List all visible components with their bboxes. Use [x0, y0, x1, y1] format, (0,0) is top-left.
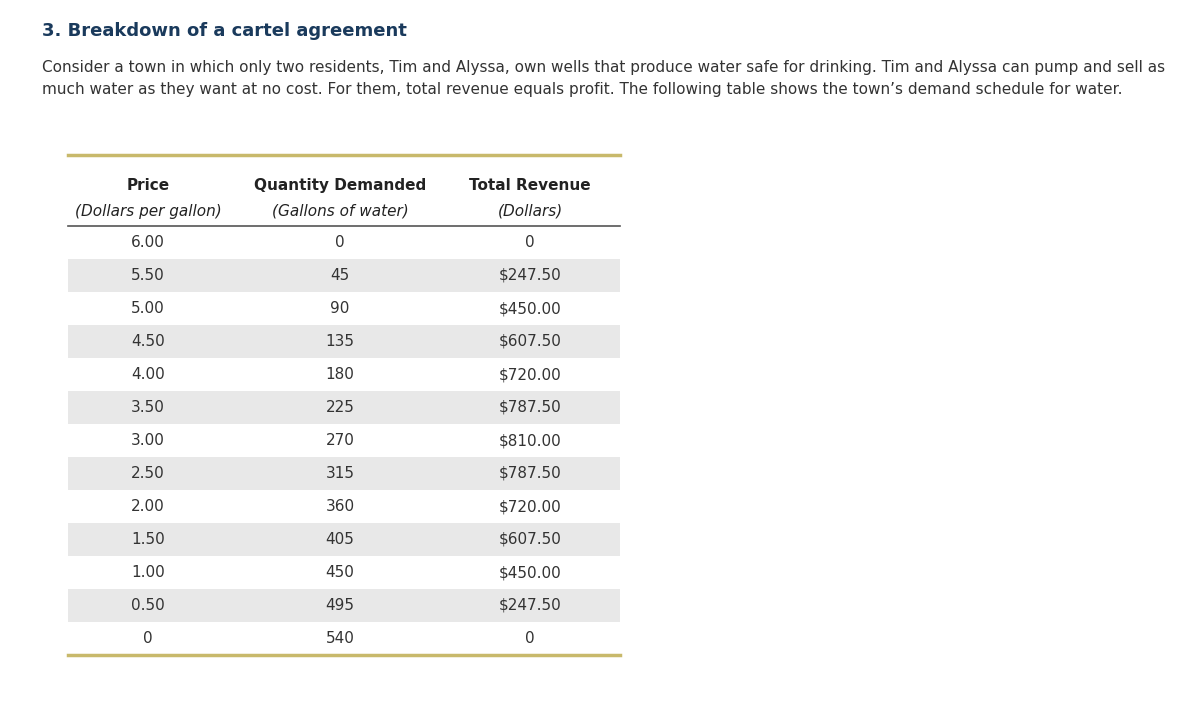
Bar [68, 358, 620, 391]
Text: $810.00: $810.00 [499, 433, 562, 448]
Bar [68, 424, 620, 457]
Text: 4.00: 4.00 [131, 367, 164, 382]
Text: 0: 0 [143, 631, 152, 646]
Bar [68, 556, 620, 589]
Text: 3.00: 3.00 [131, 433, 164, 448]
Bar [68, 622, 620, 655]
Text: 5.00: 5.00 [131, 301, 164, 316]
Bar [68, 391, 620, 424]
Text: Quantity Demanded: Quantity Demanded [254, 178, 426, 193]
Bar [68, 292, 620, 325]
Text: 225: 225 [325, 400, 354, 415]
Bar [68, 523, 620, 556]
Bar [68, 490, 620, 523]
Text: 450: 450 [325, 565, 354, 580]
Text: 3. Breakdown of a cartel agreement: 3. Breakdown of a cartel agreement [42, 22, 407, 40]
Text: much water as they want at no cost. For them, total revenue equals profit. The f: much water as they want at no cost. For … [42, 82, 1122, 97]
Text: $720.00: $720.00 [499, 499, 562, 514]
Text: 1.50: 1.50 [131, 532, 164, 547]
Text: 2.50: 2.50 [131, 466, 164, 481]
Text: $787.50: $787.50 [499, 466, 562, 481]
Text: $607.50: $607.50 [498, 532, 562, 547]
Text: 135: 135 [325, 334, 354, 349]
Text: 495: 495 [325, 598, 354, 613]
Text: 315: 315 [325, 466, 354, 481]
Text: 405: 405 [325, 532, 354, 547]
Text: 0: 0 [526, 235, 535, 250]
Text: 0.50: 0.50 [131, 598, 164, 613]
Text: $720.00: $720.00 [499, 367, 562, 382]
Bar [68, 457, 620, 490]
Text: 6.00: 6.00 [131, 235, 164, 250]
Text: 0: 0 [526, 631, 535, 646]
Text: 4.50: 4.50 [131, 334, 164, 349]
Text: 180: 180 [325, 367, 354, 382]
Text: $787.50: $787.50 [499, 400, 562, 415]
Text: $450.00: $450.00 [499, 301, 562, 316]
Bar [68, 589, 620, 622]
Text: 270: 270 [325, 433, 354, 448]
Text: 360: 360 [325, 499, 354, 514]
Text: Consider a town in which only two residents, Tim and Alyssa, own wells that prod: Consider a town in which only two reside… [42, 60, 1165, 75]
Bar [68, 259, 620, 292]
Text: Price: Price [126, 178, 169, 193]
Text: 1.00: 1.00 [131, 565, 164, 580]
Text: Total Revenue: Total Revenue [469, 178, 590, 193]
Bar [68, 155, 620, 226]
Bar [68, 325, 620, 358]
Bar [68, 226, 620, 259]
Text: (Dollars per gallon): (Dollars per gallon) [74, 204, 221, 219]
Text: 5.50: 5.50 [131, 268, 164, 283]
Text: 45: 45 [330, 268, 349, 283]
Text: 90: 90 [330, 301, 349, 316]
Text: 3.50: 3.50 [131, 400, 164, 415]
Text: 0: 0 [335, 235, 344, 250]
Text: (Dollars): (Dollars) [497, 204, 563, 219]
Text: $450.00: $450.00 [499, 565, 562, 580]
Text: 2.00: 2.00 [131, 499, 164, 514]
Text: $247.50: $247.50 [499, 598, 562, 613]
Text: $247.50: $247.50 [499, 268, 562, 283]
Text: 540: 540 [325, 631, 354, 646]
Text: $607.50: $607.50 [498, 334, 562, 349]
Text: (Gallons of water): (Gallons of water) [271, 204, 408, 219]
